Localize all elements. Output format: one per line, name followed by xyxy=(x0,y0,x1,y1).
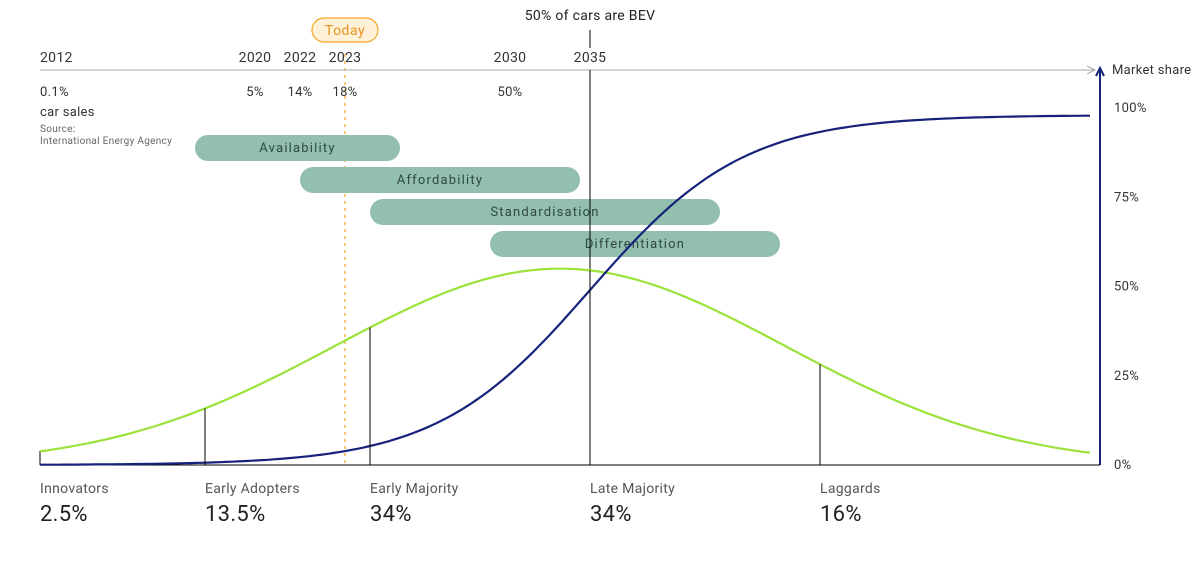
adopter-name: Laggards xyxy=(820,481,881,497)
adopter-pct: 34% xyxy=(590,502,632,527)
year-tick: 2020 xyxy=(239,50,272,66)
phase-label: Affordability xyxy=(397,173,483,188)
yaxis-title: Market share xyxy=(1112,63,1191,78)
phase-label: Standardisation xyxy=(490,205,599,220)
yaxis-tick: 50% xyxy=(1114,280,1139,295)
adopter-name: Early Majority xyxy=(370,481,459,497)
today-label: Today xyxy=(325,23,365,39)
phase-label: Availability xyxy=(259,141,335,156)
sales-tick: 50% xyxy=(497,85,522,100)
yaxis-tick: 100% xyxy=(1114,101,1147,116)
year-tick: 2035 xyxy=(574,50,607,66)
sales-tick: 18% xyxy=(332,85,357,100)
year-tick: 2023 xyxy=(329,50,362,66)
adopter-pct: 13.5% xyxy=(205,502,266,527)
adopter-name: Late Majority xyxy=(590,481,675,497)
sales-tick: 14% xyxy=(287,85,312,100)
source-line: Source: xyxy=(40,124,76,135)
adopter-name: Innovators xyxy=(40,481,109,497)
header-note: 50% of cars are BEV xyxy=(525,8,656,24)
yaxis-tick: 25% xyxy=(1114,369,1139,384)
sales-tick: 5% xyxy=(246,85,263,100)
adopter-pct: 34% xyxy=(370,502,412,527)
yaxis-tick: 0% xyxy=(1114,458,1131,473)
year-tick: 2012 xyxy=(40,50,73,66)
sales-title: car sales xyxy=(40,105,95,120)
adoption-bell-curve xyxy=(40,269,1090,453)
year-tick: 2030 xyxy=(494,50,527,66)
sales-tick: 0.1% xyxy=(40,85,69,100)
adopter-name: Early Adopters xyxy=(205,481,300,497)
year-tick: 2022 xyxy=(284,50,317,66)
yaxis-tick: 75% xyxy=(1114,190,1139,205)
adopter-pct: 2.5% xyxy=(40,502,88,527)
adopter-pct: 16% xyxy=(820,502,862,527)
source-line: International Energy Agency xyxy=(40,136,172,147)
